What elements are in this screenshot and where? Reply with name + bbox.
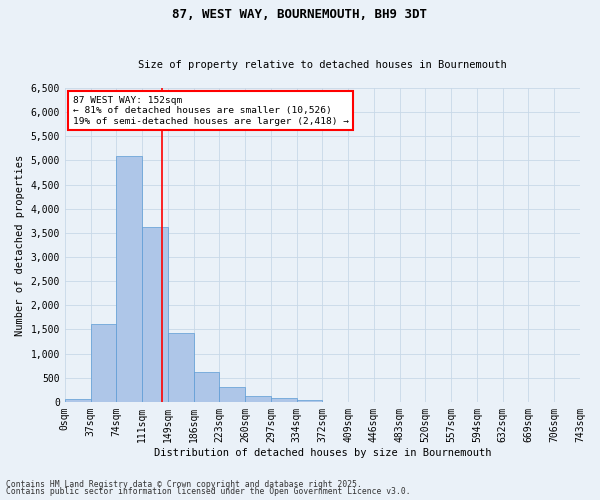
- Bar: [271, 398, 296, 402]
- Text: 87, WEST WAY, BOURNEMOUTH, BH9 3DT: 87, WEST WAY, BOURNEMOUTH, BH9 3DT: [173, 8, 427, 20]
- Bar: [245, 396, 271, 402]
- Bar: [220, 388, 245, 402]
- Text: 87 WEST WAY: 152sqm
← 81% of detached houses are smaller (10,526)
19% of semi-de: 87 WEST WAY: 152sqm ← 81% of detached ho…: [73, 96, 349, 126]
- Bar: [65, 398, 91, 402]
- X-axis label: Distribution of detached houses by size in Bournemouth: Distribution of detached houses by size …: [154, 448, 491, 458]
- Bar: [168, 334, 194, 402]
- Bar: [142, 227, 168, 402]
- Text: Contains public sector information licensed under the Open Government Licence v3: Contains public sector information licen…: [6, 487, 410, 496]
- Text: Contains HM Land Registry data © Crown copyright and database right 2025.: Contains HM Land Registry data © Crown c…: [6, 480, 362, 489]
- Bar: [194, 372, 220, 402]
- Bar: [91, 324, 116, 402]
- Bar: [116, 156, 142, 402]
- Title: Size of property relative to detached houses in Bournemouth: Size of property relative to detached ho…: [138, 60, 507, 70]
- Y-axis label: Number of detached properties: Number of detached properties: [15, 154, 25, 336]
- Bar: [296, 400, 322, 402]
